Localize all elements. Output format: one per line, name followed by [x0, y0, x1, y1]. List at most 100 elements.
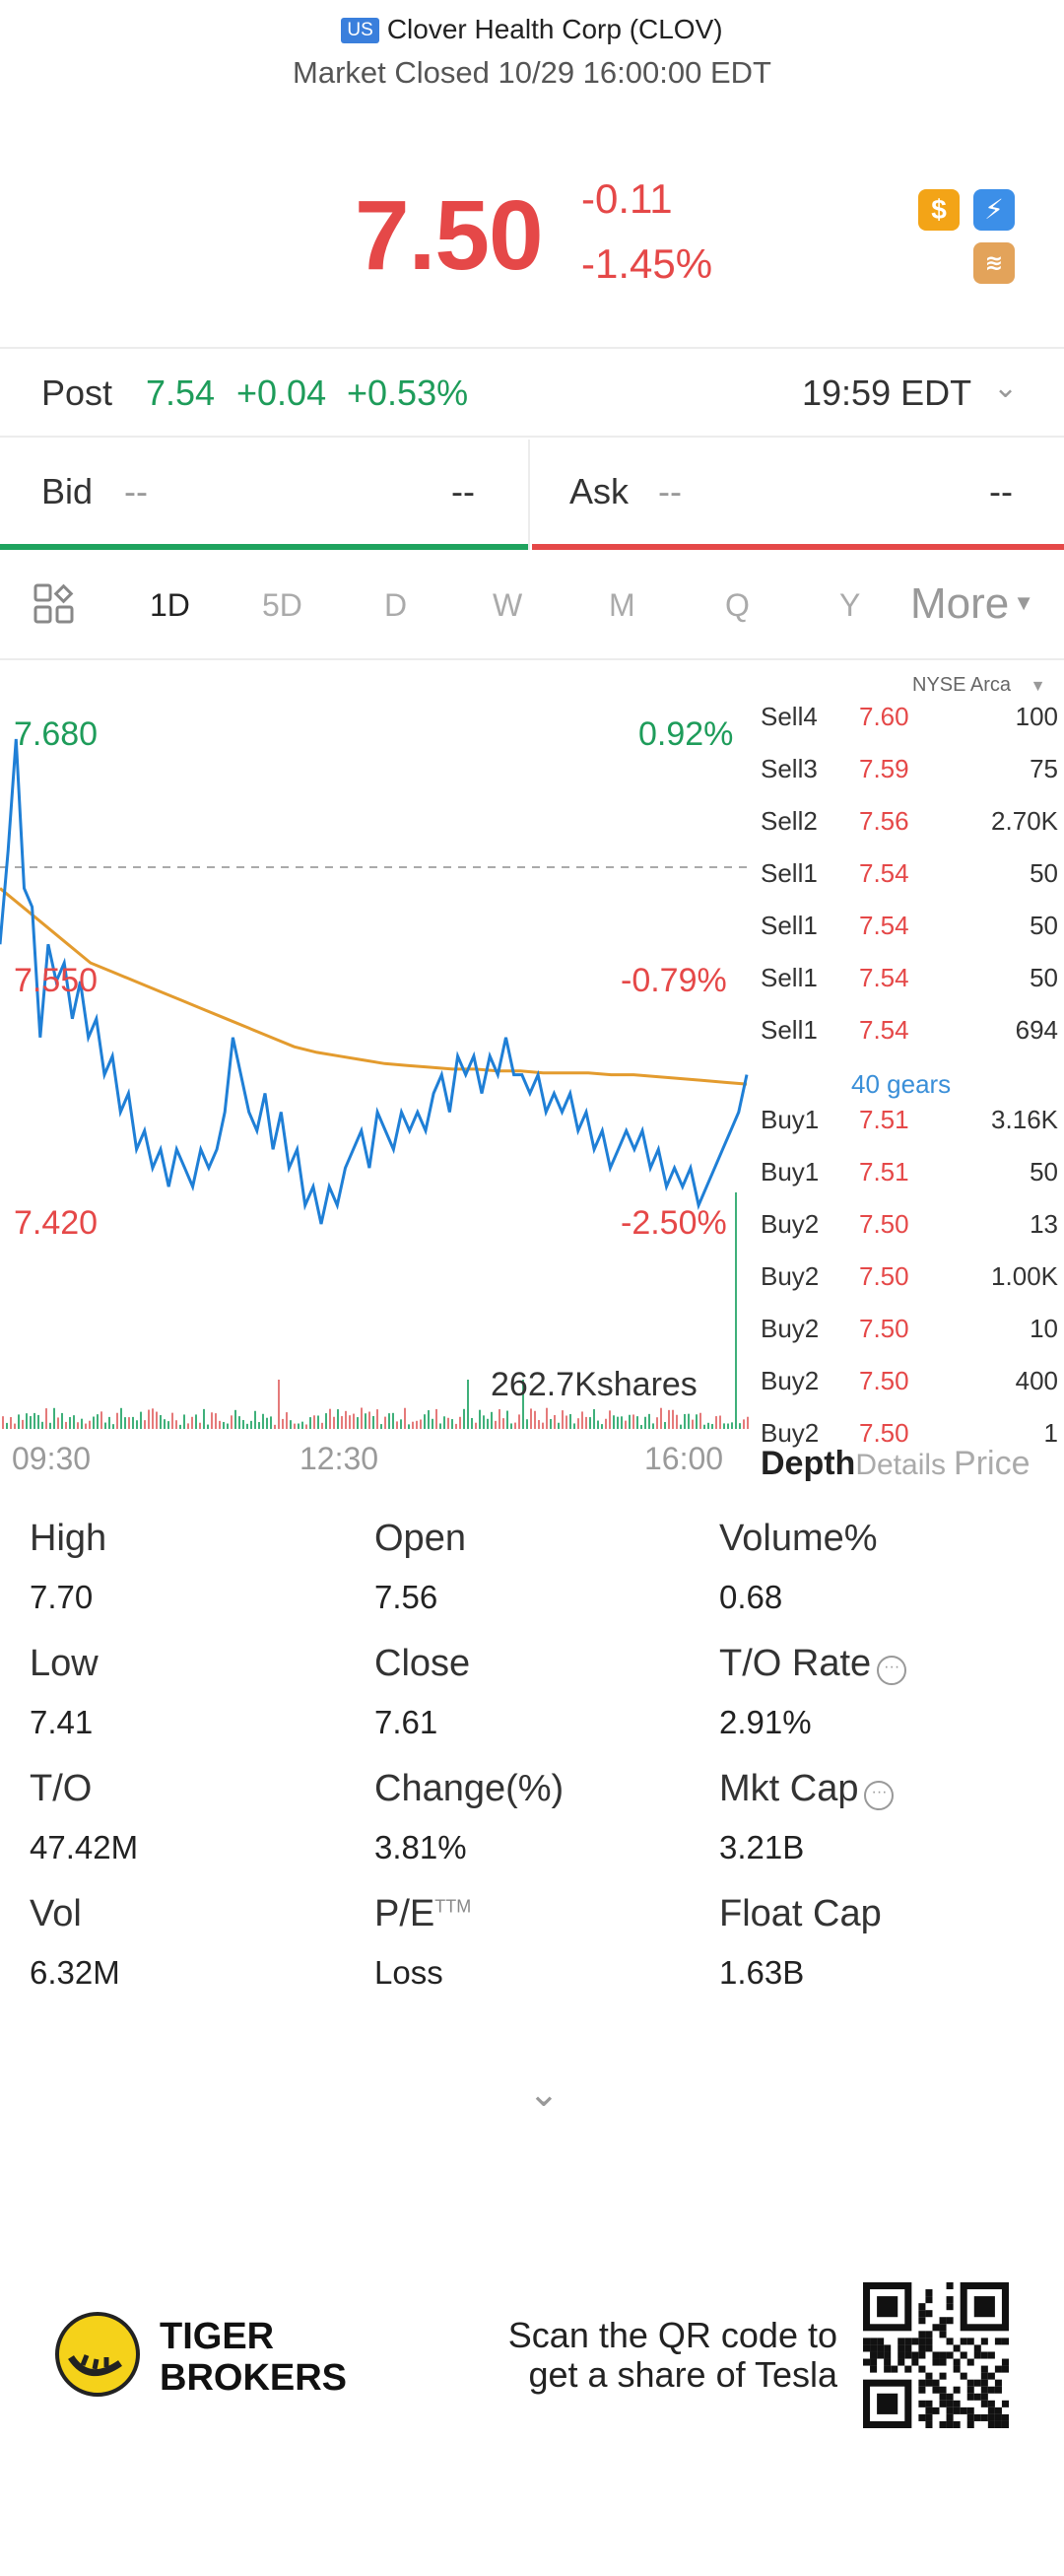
- volume-bar: [365, 1413, 366, 1429]
- tab-price[interactable]: Price: [954, 1445, 1031, 1482]
- tab-y[interactable]: Y: [839, 587, 861, 623]
- info-icon[interactable]: ···: [877, 1656, 907, 1685]
- volume-bar: [195, 1414, 197, 1429]
- volume-bar: [144, 1420, 146, 1429]
- depth-price: 7.54: [859, 911, 909, 940]
- more-tab[interactable]: More ▼: [910, 579, 1034, 629]
- volume-bar: [522, 1380, 524, 1429]
- volume-bar: [396, 1421, 398, 1429]
- volume-bar: [100, 1411, 102, 1429]
- depth-qty: 1.00K: [991, 1261, 1058, 1291]
- volume-bar: [65, 1421, 67, 1429]
- volume-bar: [420, 1419, 422, 1429]
- stock-name: Clover Health Corp (CLOV): [386, 14, 723, 44]
- depth-row[interactable]: Buy1 7.51 3.16K: [749, 1105, 1064, 1157]
- chart-mid-label: 7.550: [14, 962, 99, 999]
- volume-bar: [380, 1424, 382, 1429]
- depth-price: 7.50: [859, 1366, 909, 1395]
- depth-row[interactable]: Buy2 7.50 10: [749, 1314, 1064, 1366]
- brand-name: TIGER BROKERS: [160, 2316, 347, 2399]
- depth-row[interactable]: Sell1 7.54 50: [749, 858, 1064, 911]
- volume-bar: [136, 1420, 138, 1429]
- volume-bar: [140, 1411, 142, 1429]
- depth-row[interactable]: Sell2 7.56 2.70K: [749, 806, 1064, 858]
- volume-bar: [73, 1415, 75, 1429]
- post-price: 7.54: [146, 373, 216, 413]
- gears-text: 40 gears: [851, 1069, 952, 1099]
- depth-row[interactable]: Sell1 7.54 50: [749, 911, 1064, 963]
- volume-bar: [542, 1422, 544, 1429]
- volume-bar: [711, 1423, 713, 1429]
- volume-bar: [124, 1417, 126, 1429]
- ask-qty: --: [989, 471, 1013, 511]
- chart-low-label: 7.420: [14, 1204, 99, 1242]
- depth-row[interactable]: Buy2 7.50 1: [749, 1418, 1064, 1470]
- flash-icon[interactable]: ⚡: [973, 189, 1015, 231]
- gears-label[interactable]: 40 gears: [749, 1067, 1064, 1105]
- info-icon[interactable]: ···: [864, 1781, 895, 1810]
- volume-bar: [341, 1416, 343, 1429]
- depth-price: 7.50: [859, 1418, 909, 1448]
- volume-bar: [412, 1421, 414, 1429]
- depth-price: 7.54: [859, 1015, 909, 1045]
- tab-q[interactable]: Q: [725, 587, 750, 623]
- depth-row[interactable]: Sell4 7.60 100: [749, 702, 1064, 754]
- stat-label: High: [30, 1518, 106, 1560]
- volume-bar: [443, 1416, 445, 1429]
- volume-bar: [250, 1420, 252, 1429]
- tab-d[interactable]: D: [384, 587, 408, 623]
- volume-bar: [565, 1415, 567, 1429]
- tab-w[interactable]: W: [493, 587, 523, 623]
- volume-bar: [455, 1423, 457, 1429]
- stat-label: Float Cap: [719, 1893, 882, 1935]
- depth-row[interactable]: Sell1 7.54 694: [749, 1015, 1064, 1067]
- chart-high-pct: 0.92%: [638, 715, 734, 753]
- chevron-down-icon[interactable]: ⌄: [993, 372, 1019, 404]
- volume-bar: [727, 1423, 729, 1429]
- depth-row[interactable]: Buy2 7.50 400: [749, 1366, 1064, 1418]
- price-chart[interactable]: [0, 662, 749, 1441]
- depth-side: Buy1: [761, 1157, 820, 1186]
- volume-bar: [22, 1419, 24, 1429]
- depth-row[interactable]: Sell3 7.59 75: [749, 754, 1064, 806]
- volume-label: 262.7Kshares: [491, 1366, 698, 1403]
- stat-label-text: T/O Rate: [719, 1643, 872, 1684]
- depth-row[interactable]: Buy2 7.50 1.00K: [749, 1261, 1064, 1314]
- depth-qty: 100: [1015, 702, 1058, 731]
- dollar-icon[interactable]: $: [918, 189, 960, 231]
- stat-label: Volume%: [719, 1518, 878, 1560]
- tab-depth[interactable]: Depth: [761, 1445, 856, 1482]
- stack-icon[interactable]: ≋: [973, 242, 1015, 284]
- ask-label: Ask: [569, 471, 630, 511]
- volume-bar: [262, 1413, 264, 1429]
- volume-bar: [696, 1414, 698, 1429]
- volume-bar: [171, 1412, 173, 1429]
- tab-details[interactable]: Details: [855, 1449, 947, 1481]
- grid-icon[interactable]: [33, 583, 75, 633]
- tab-5d[interactable]: 5D: [262, 587, 302, 623]
- volume-bar: [451, 1419, 453, 1429]
- volume-bar: [723, 1423, 725, 1429]
- volume-bar: [424, 1414, 426, 1429]
- exchange-selector[interactable]: NYSE Arca ▼: [912, 674, 1045, 697]
- depth-row[interactable]: Buy1 7.51 50: [749, 1157, 1064, 1209]
- volume-bar: [2, 1416, 4, 1429]
- time-label-mid: 12:30: [299, 1441, 379, 1476]
- depth-row[interactable]: Sell1 7.54 50: [749, 963, 1064, 1015]
- volume-bar: [699, 1412, 701, 1429]
- volume-bar: [475, 1422, 477, 1429]
- depth-side: Sell3: [761, 754, 818, 783]
- depth-price: 7.59: [859, 754, 909, 783]
- stat-value: 1.63B: [719, 1954, 805, 1991]
- depth-row[interactable]: Buy2 7.50 13: [749, 1209, 1064, 1261]
- tab-m[interactable]: M: [609, 587, 635, 623]
- volume-bar: [514, 1422, 516, 1429]
- volume-bar: [625, 1420, 627, 1429]
- expand-chevron-icon[interactable]: ⌄: [528, 2073, 560, 2115]
- stat-label-text: Close: [374, 1643, 471, 1684]
- qr-code: [863, 2282, 1009, 2428]
- volume-bar: [278, 1380, 280, 1429]
- post-market-row[interactable]: Post 7.54 +0.04 +0.53% 19:59 EDT ⌄: [0, 351, 1064, 438]
- stat-label-text: T/O: [30, 1768, 93, 1809]
- tab-1d[interactable]: 1D: [150, 587, 190, 623]
